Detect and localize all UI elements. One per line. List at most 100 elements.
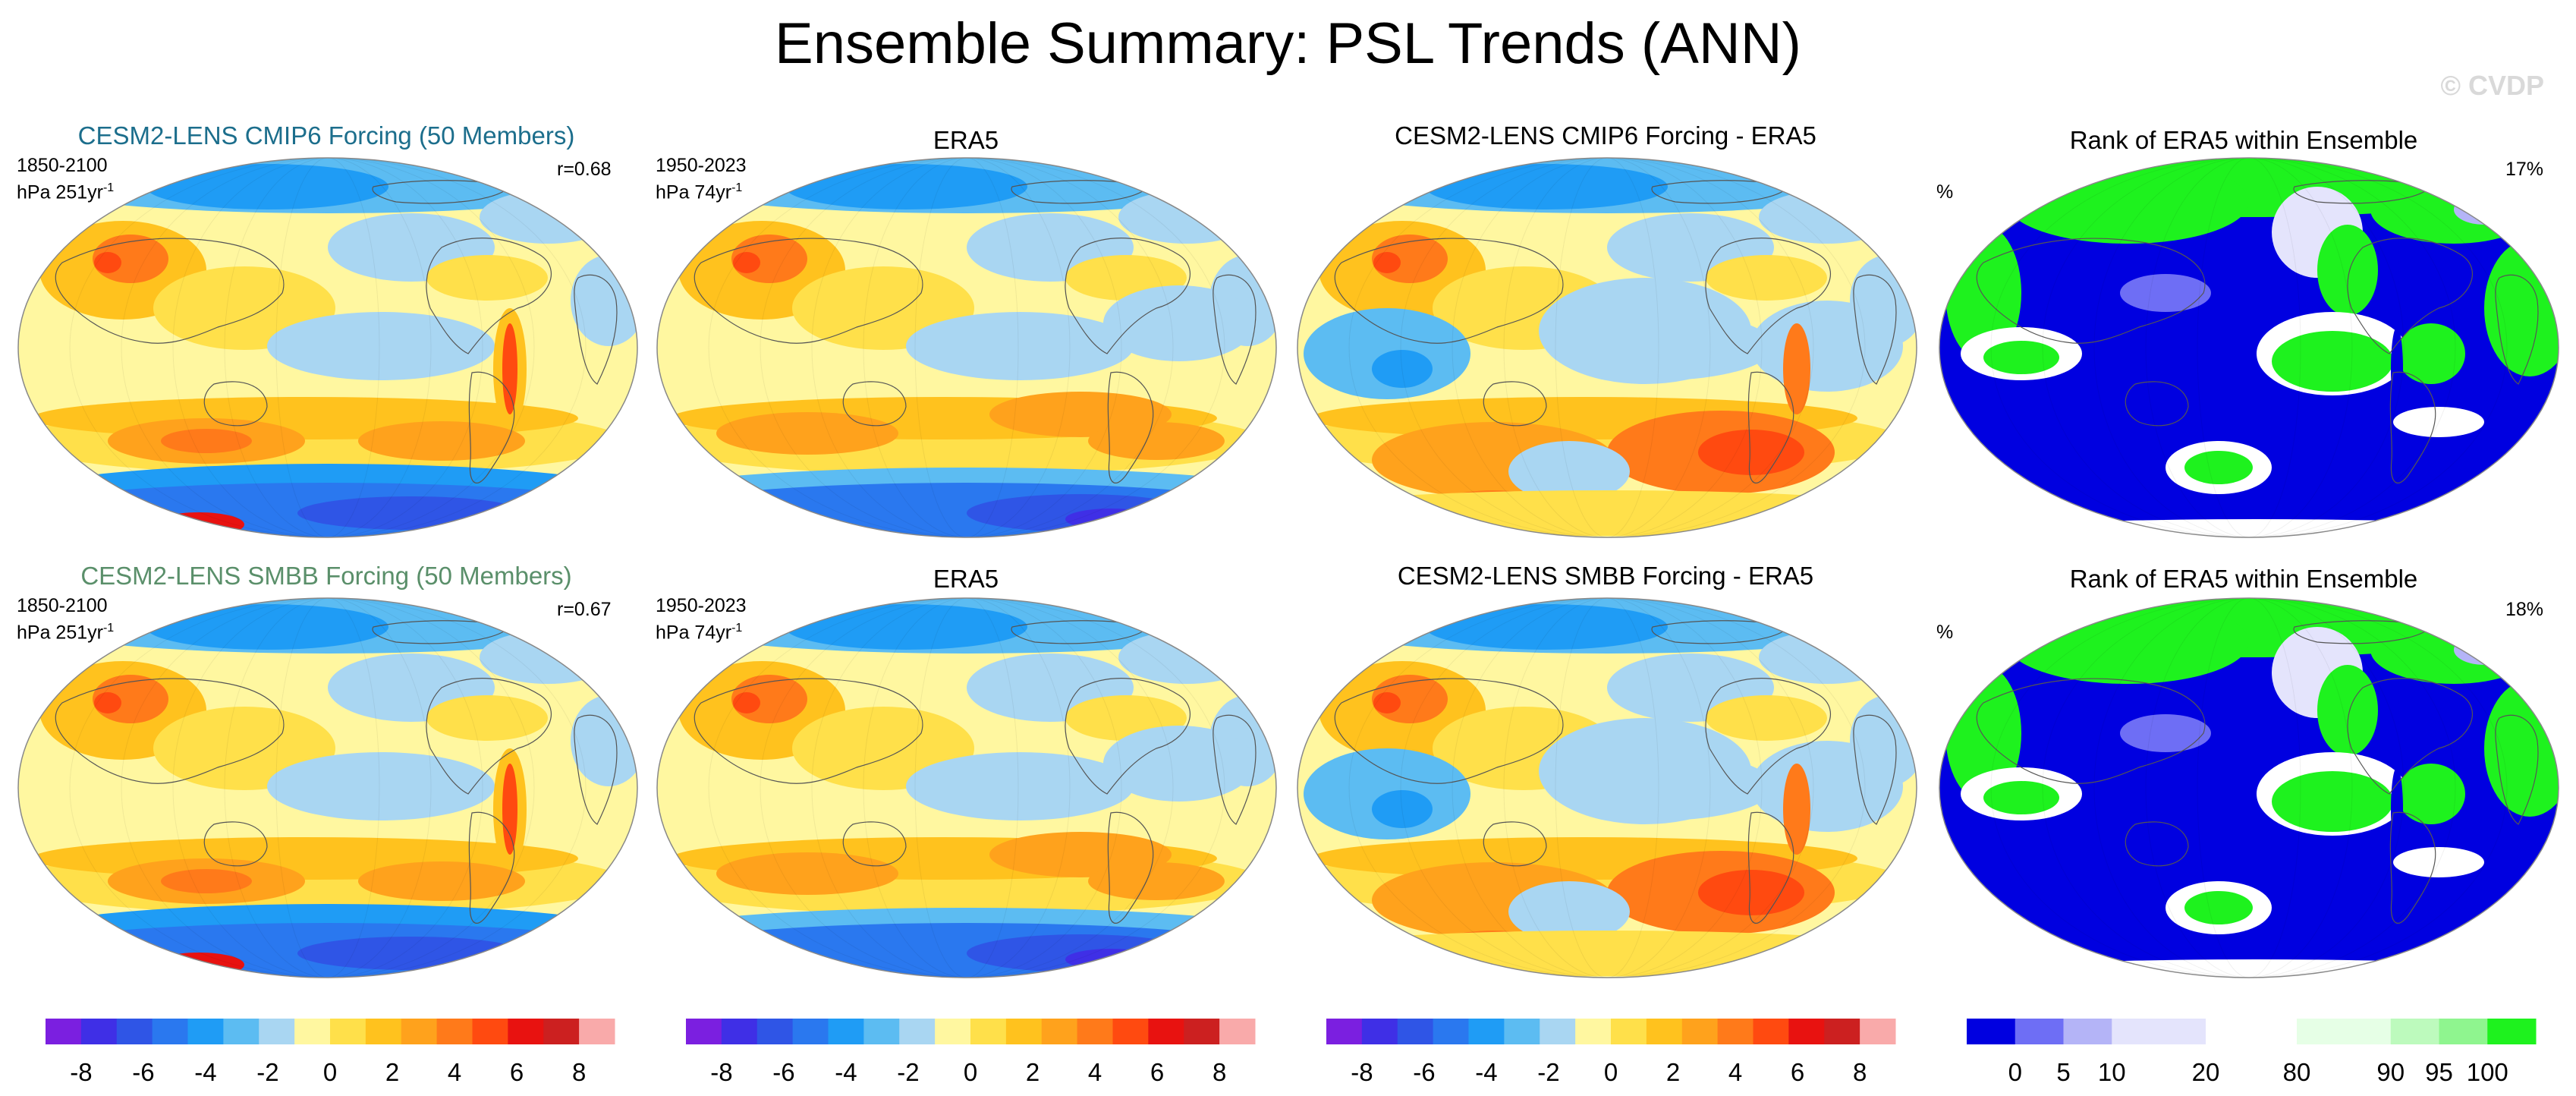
land-outline (1334, 678, 1564, 784)
colorbar-rank: 0 5 10 20 80 90 95 100 (1956, 1013, 2556, 1096)
colorbar-trend-1: -8 -6 -4 -2 0 2 4 6 8 (35, 1013, 634, 1096)
colorbar-swatch (899, 1019, 936, 1044)
trend-region-20 (297, 937, 525, 970)
colorbar-swatch (46, 1019, 82, 1044)
trend-map-svg (656, 157, 1277, 538)
diff-title-row2: CESM2-LENS SMBB Forcing - ERA5 (1397, 562, 1814, 590)
trend-region-19 (1065, 509, 1156, 530)
period-units-row2: 1850-2100 hPa 251yr-1 (17, 594, 114, 644)
map-border (17, 157, 638, 538)
map-rank-row1 (1938, 156, 2560, 540)
colorbar-swatch (1646, 1019, 1683, 1044)
trend-region-4 (733, 252, 760, 273)
colorbar-swatch (152, 1019, 188, 1044)
trend-map-svg (656, 597, 1277, 978)
trend-region-9 (906, 752, 1134, 820)
ens-period: 1850-2100 (17, 595, 108, 616)
map-border (656, 157, 1277, 538)
trend-region-7 (1118, 191, 1255, 244)
land-outline (2347, 238, 2474, 354)
colorbar-tick-label: -6 (132, 1058, 154, 1086)
land-outline (842, 821, 907, 867)
trend-region-15 (161, 429, 252, 453)
graticule (2093, 598, 2405, 978)
trend-region-1 (1425, 164, 1668, 209)
graticule (2197, 598, 2301, 978)
trend-region-10 (1706, 695, 1827, 741)
obs-title-row2: ERA5 (933, 565, 999, 593)
graticule (1555, 158, 1659, 537)
rank-region-14 (2391, 767, 2403, 851)
map-border (1939, 157, 2559, 538)
colorbar-swatch (543, 1019, 580, 1044)
trend-map-svg (1297, 157, 1917, 538)
colorbar-tick-label: -4 (835, 1058, 857, 1086)
rank-title-row2: Rank of ERA5 within Ensemble (2069, 565, 2418, 593)
trend-region-19 (1698, 430, 1804, 475)
colorbar-swatch (2487, 1019, 2537, 1044)
colorbar-swatch (1468, 1019, 1505, 1044)
trend-region-1 (785, 604, 1027, 650)
land-outline (1107, 371, 1154, 483)
colorbar-tick-label: -8 (70, 1058, 92, 1086)
colorbar-tick-label: 2 (385, 1058, 399, 1086)
colorbar-swatch (259, 1019, 295, 1044)
colorbar-tick-label: 4 (1088, 1058, 1102, 1086)
colorbar-tick-label: -8 (710, 1058, 732, 1086)
colorbar-swatch (1788, 1019, 1825, 1044)
trend-region-4 (1373, 252, 1401, 273)
colorbar-swatch (1148, 1019, 1184, 1044)
colorbar-swatch (1611, 1019, 1647, 1044)
trend-region-15 (1539, 278, 1751, 384)
land-outline (372, 620, 511, 644)
colorbar-svg: -8 -6 -4 -2 0 2 4 6 8 (1326, 1019, 1896, 1086)
rank-region-18 (1939, 959, 2559, 978)
colorbar-swatch (330, 1019, 366, 1044)
land-outline (1705, 678, 1832, 795)
rank-units-row2: % (1936, 622, 1954, 643)
land-outline (1065, 678, 1191, 795)
colorbar-tick-label: 6 (1791, 1058, 1804, 1086)
trend-region-9 (267, 752, 495, 820)
land-outline (468, 371, 515, 483)
trend-region-21 (153, 953, 244, 977)
colorbar-swatch (436, 1019, 473, 1044)
rank-region-14 (2391, 327, 2403, 411)
colorbar-tick-label: -4 (194, 1058, 216, 1086)
map-border (1297, 157, 1917, 538)
colorbar-swatch (1077, 1019, 1113, 1044)
graticule (224, 598, 432, 978)
trend-region-13 (716, 852, 898, 895)
land-outline (574, 274, 618, 385)
graticule (811, 158, 1122, 537)
colorbar-swatch (1041, 1019, 1078, 1044)
map-ens-row1 (17, 156, 639, 540)
land-outline (1853, 274, 1897, 385)
trend-region-4 (94, 692, 121, 713)
colorbar-swatch (365, 1019, 402, 1044)
trend-region-15 (1088, 422, 1225, 460)
colorbar-tick-label: 20 (2192, 1058, 2220, 1086)
graticule (172, 598, 483, 978)
graticule (69, 598, 587, 978)
graticule (2197, 158, 2301, 537)
land-outline (2125, 821, 2189, 867)
map-border (1297, 597, 1917, 978)
trend-region-14 (1372, 350, 1433, 388)
diff-title-row1: CESM2-LENS CMIP6 Forcing - ERA5 (1395, 121, 1816, 150)
colorbar-tick-label: 2 (1666, 1058, 1680, 1086)
colorbar-swatch (935, 1019, 971, 1044)
land-outline (694, 678, 923, 784)
trend-map-svg (17, 597, 638, 978)
rank-region-17 (2184, 891, 2253, 924)
map-obs-row1 (656, 156, 1278, 540)
colorbar-swatch (1753, 1019, 1789, 1044)
trend-region-10 (1706, 255, 1827, 301)
trend-region-22 (1783, 764, 1810, 855)
trend-region-20 (1103, 285, 1255, 361)
colorbar-swatch (401, 1019, 438, 1044)
graticule (760, 158, 1174, 537)
land-outline (468, 811, 515, 924)
rank-region-12 (2272, 771, 2393, 832)
graticule (863, 158, 1071, 537)
